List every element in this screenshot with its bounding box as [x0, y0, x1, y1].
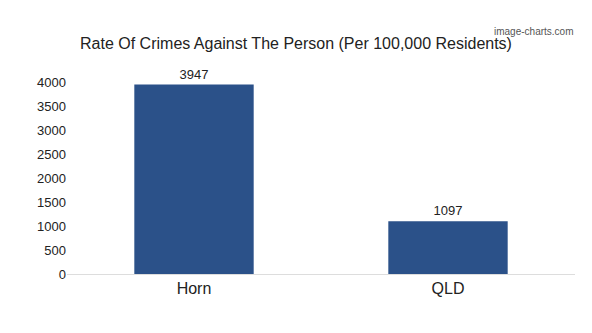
svg-text:2500: 2500: [37, 147, 66, 162]
svg-text:1500: 1500: [37, 195, 66, 210]
svg-text:QLD: QLD: [432, 280, 465, 297]
svg-text:Horn: Horn: [177, 280, 212, 297]
svg-text:3500: 3500: [37, 99, 66, 114]
svg-text:500: 500: [44, 243, 66, 258]
svg-text:3000: 3000: [37, 123, 66, 138]
svg-text:image-charts.com: image-charts.com: [494, 26, 573, 37]
svg-text:1000: 1000: [37, 219, 66, 234]
svg-text:Rate Of Crimes Against The Per: Rate Of Crimes Against The Person (Per 1…: [80, 35, 512, 52]
svg-text:2000: 2000: [37, 171, 66, 186]
svg-text:0: 0: [59, 267, 66, 282]
svg-text:4000: 4000: [37, 75, 66, 90]
svg-text:1097: 1097: [434, 203, 463, 218]
svg-text:3947: 3947: [180, 67, 209, 82]
